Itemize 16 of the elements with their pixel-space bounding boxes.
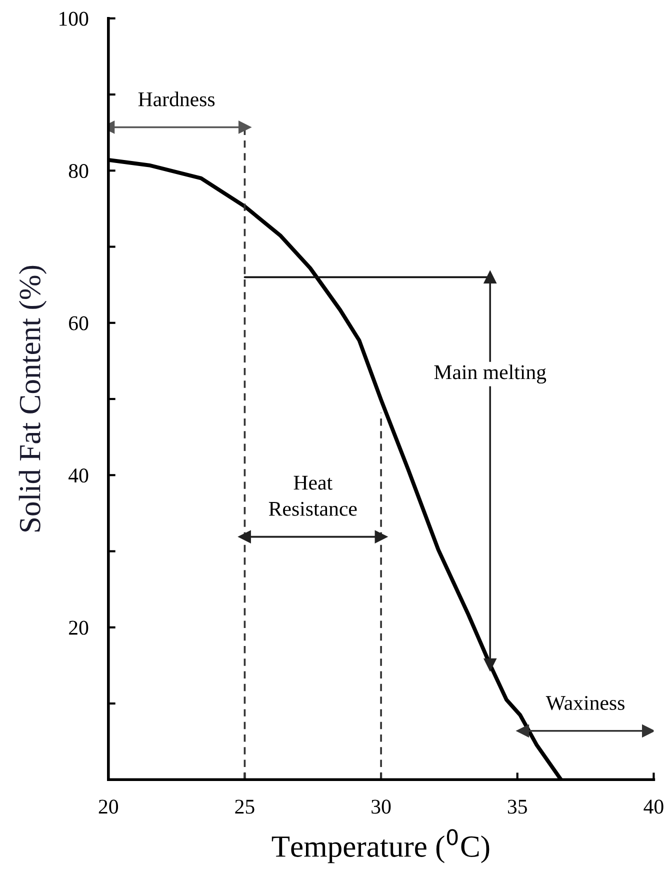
- x-tick-label: 30: [372, 800, 391, 814]
- y-tick-label: 60: [69, 316, 88, 330]
- annotation: Waxiness: [546, 696, 624, 710]
- y-tick-label: 20: [69, 620, 88, 635]
- x-tick-label: 40: [644, 800, 664, 814]
- y-tick-label: 100: [60, 12, 88, 26]
- y-axis-title: Solid Fat Content (%): [18, 266, 47, 532]
- x-tick-label: 20: [98, 800, 118, 814]
- x-axis-title: Temperature ($^{0}$C): [272, 829, 490, 864]
- y-tick-label: 40: [68, 468, 88, 483]
- x-tick-label: 35: [508, 800, 527, 814]
- annotation: Heat Resistance: [268, 476, 357, 516]
- y-tick-label: 80: [68, 164, 88, 178]
- annotation: Main melting: [434, 364, 546, 384]
- annotation: Hardness: [138, 92, 215, 106]
- x-tick-label: 25: [235, 800, 254, 814]
